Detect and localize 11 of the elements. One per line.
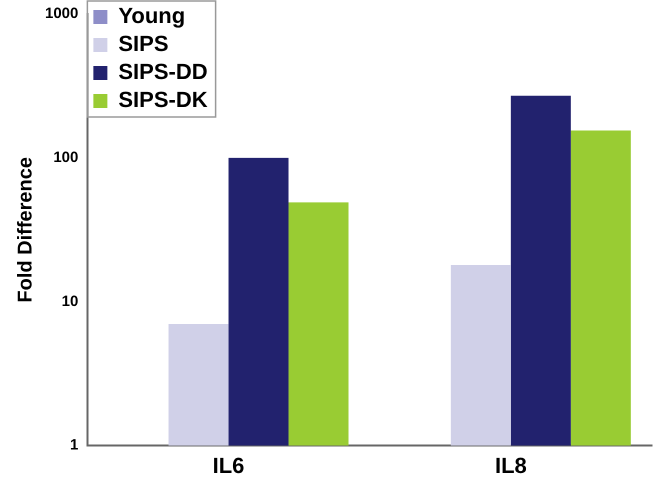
y-axis-title: Fold Difference [14, 157, 37, 303]
y-tick-label: 100 [53, 149, 78, 166]
x-tick-label: IL8 [494, 452, 527, 478]
y-tick-label: 1 [70, 436, 78, 454]
legend-label: SIPS-DK [118, 87, 208, 112]
legend-label: SIPS [118, 31, 169, 56]
y-tick-label: 10 [62, 292, 78, 310]
x-tick-label: IL6 [212, 452, 244, 478]
legend-label: Young [118, 3, 186, 28]
legend-label: SIPS-DD [118, 59, 208, 84]
y-tick-label: 1000 [44, 5, 78, 22]
